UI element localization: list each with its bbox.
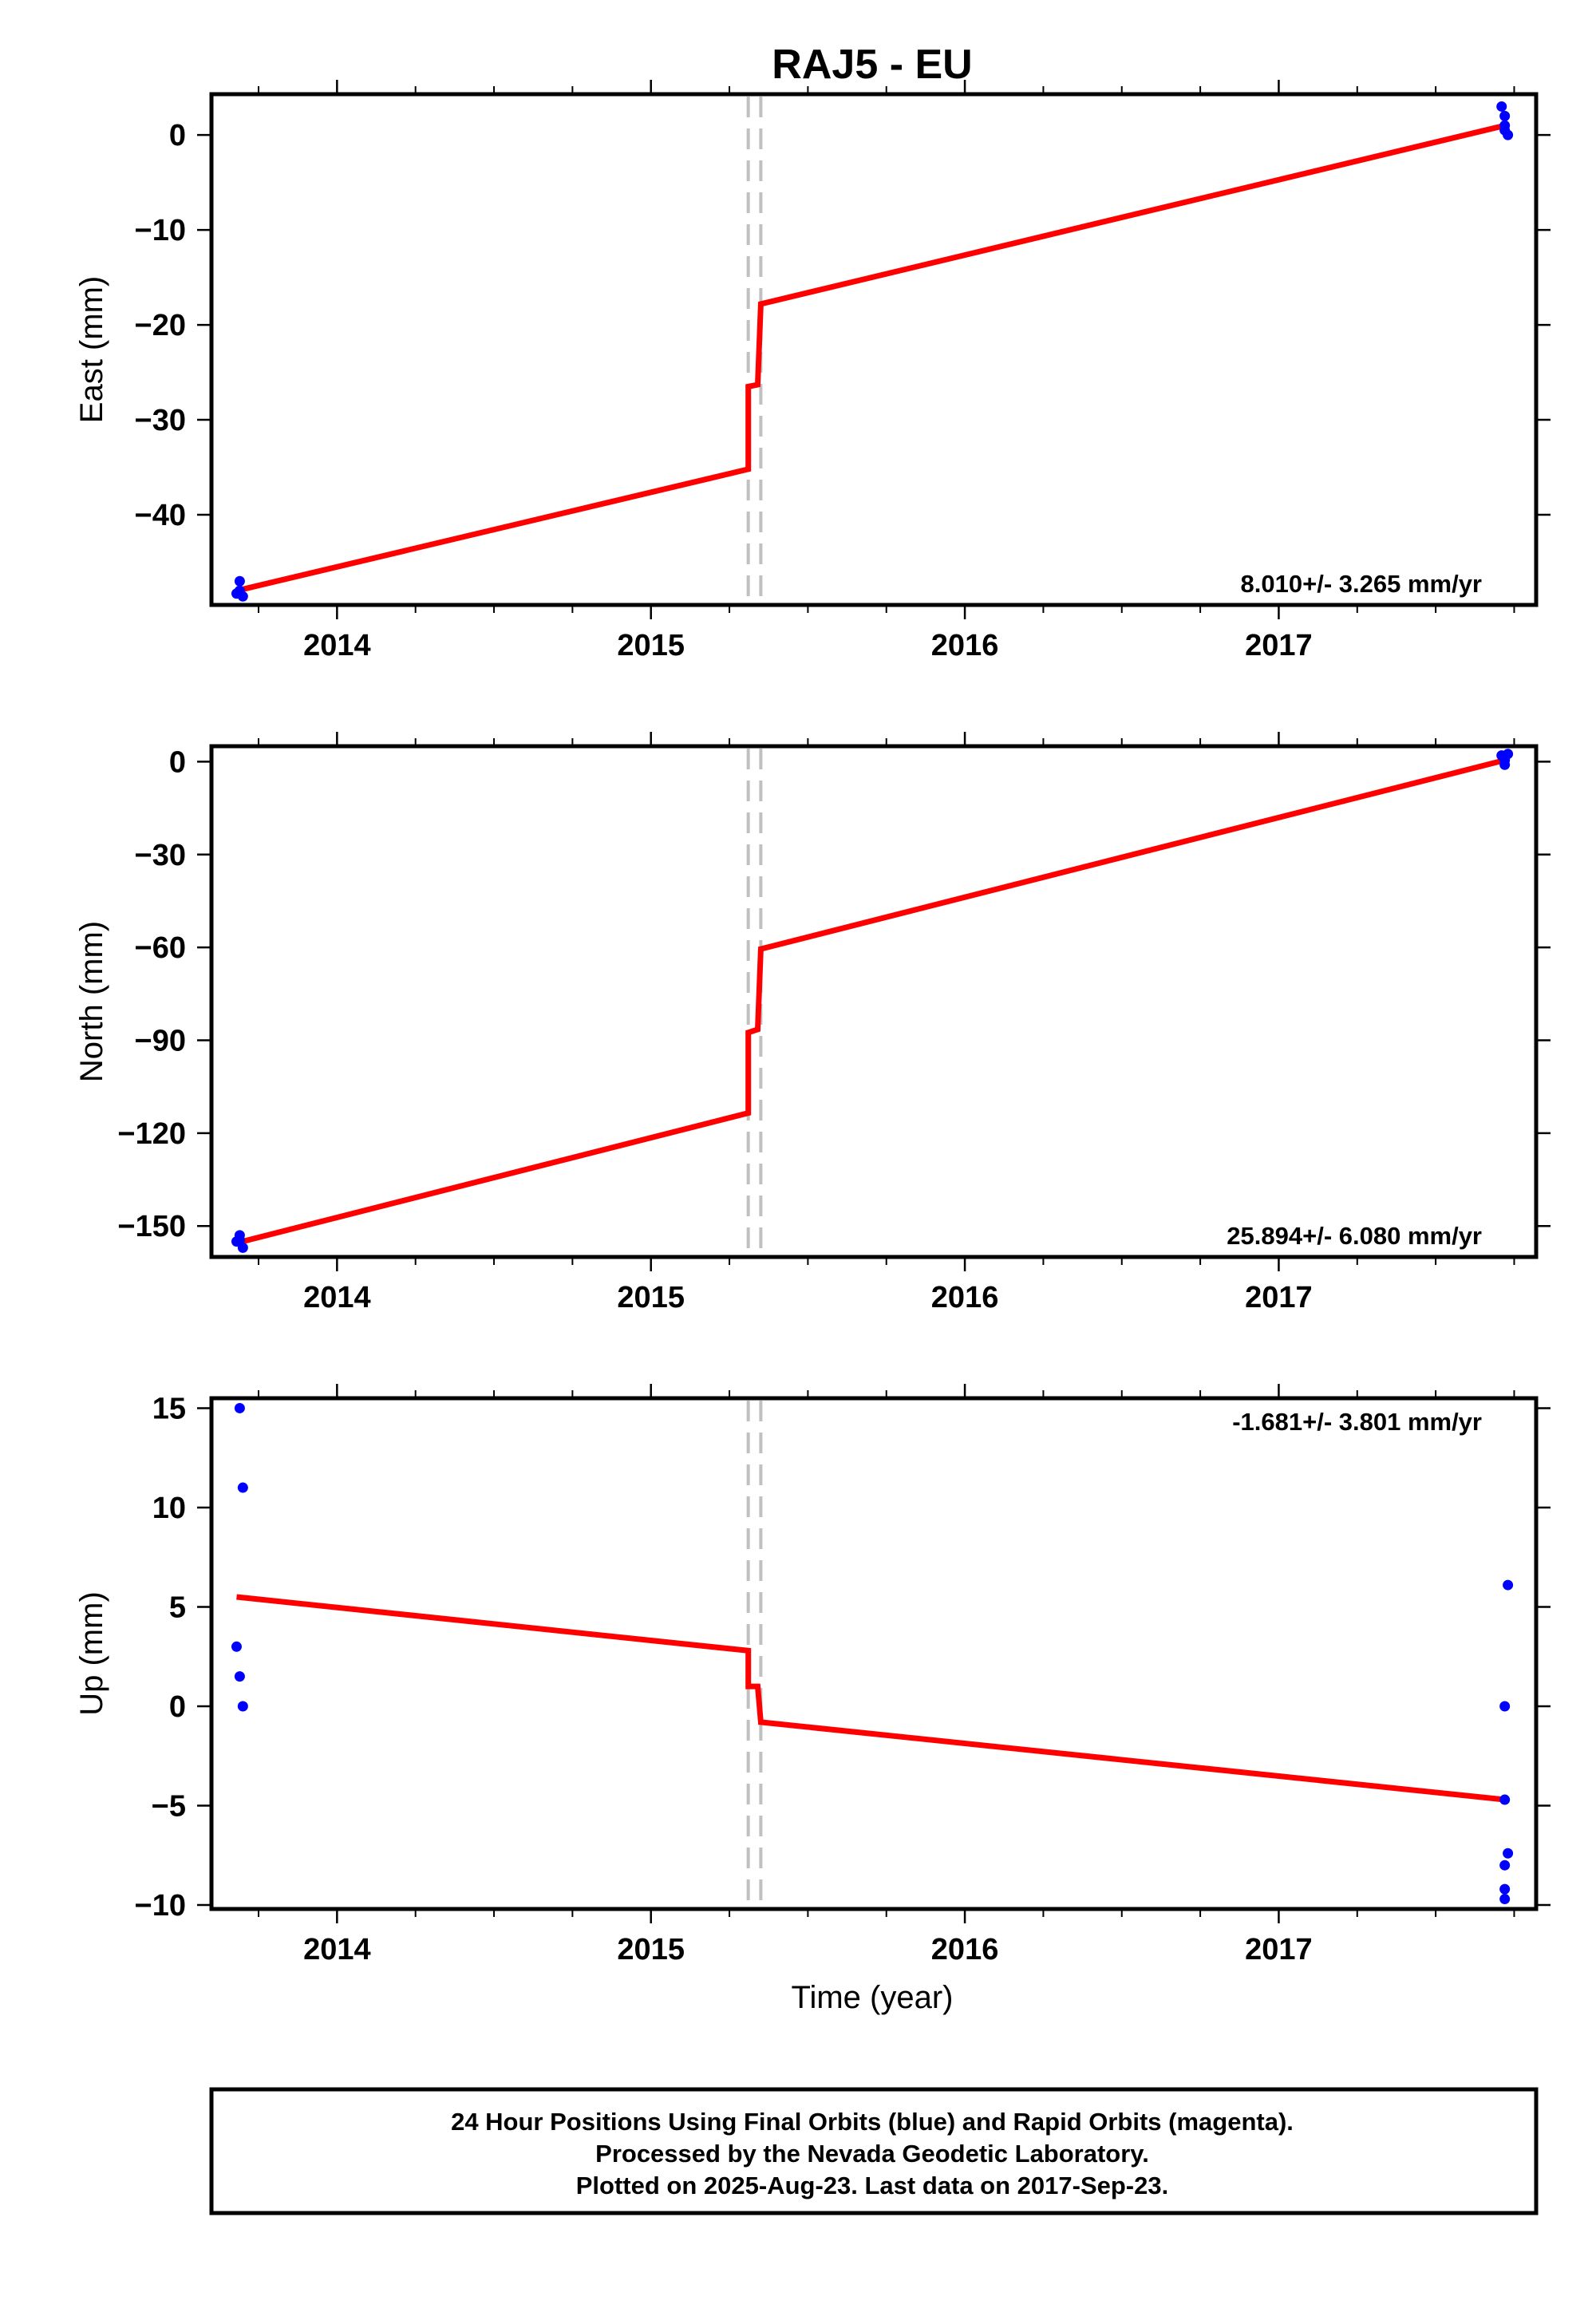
up-y-tick-label: 10 [152,1492,186,1525]
north-rate-label: 25.894+/- 6.080 mm/yr [1227,1222,1482,1250]
north-plot-frame [209,744,1539,1259]
east-y-axis-label: East (mm) [74,276,109,423]
up-data-point [234,1402,245,1413]
footer-line-3: Plotted on 2025-Aug-23. Last data on 201… [576,2172,1168,2199]
up-data-point [1499,1701,1511,1712]
footer-line-2: Processed by the Nevada Geodetic Laborat… [595,2140,1149,2168]
up-y-axis-label: Up (mm) [74,1591,109,1716]
up-data-point [1503,1579,1514,1591]
east-x-tick-label: 2017 [1245,629,1313,662]
east-y-tick-label: −40 [135,499,186,532]
north-y-tick-label: −120 [117,1117,186,1151]
up-y-tick-label: 5 [169,1591,186,1624]
up-rate-label: -1.681+/- 3.801 mm/yr [1232,1408,1482,1436]
up-data-point [237,1482,248,1493]
east-data-point [234,585,245,596]
footer-box [209,2087,1539,2215]
up-data-point [1499,1883,1511,1895]
east-x-tick-label: 2014 [303,629,371,662]
up-x-tick-label: 2015 [617,1933,685,1966]
north-panel: 2014 2015 2016 2017 0 −30 −60 −90 −120 −150 North … [74,732,1551,1314]
east-data-point [1496,101,1507,112]
north-x-tick-label: 2016 [931,1281,999,1314]
up-data-point [1499,1894,1511,1905]
north-x-tick-label: 2015 [617,1281,685,1314]
up-panel: 2014 2015 2016 2017 15 10 5 0 −5 −10 Up (mm) -1.681… [74,1384,1551,1966]
up-data-point [237,1701,248,1712]
north-model-line [235,757,1506,1246]
east-panel: 2014 2015 2016 2017 0 −10 −20 −30 −40 East (mm) 8.… [74,80,1551,662]
east-y-tick-label: −30 [135,404,186,437]
up-data-point [1499,1794,1511,1805]
figure-title: RAJ5 - EU [772,41,972,88]
east-plot-frame [209,92,1539,607]
x-axis-label: Time (year) [792,1980,954,2015]
up-x-tick-label: 2014 [303,1933,371,1966]
north-data-point [1499,753,1511,765]
up-data-point [234,1671,245,1682]
up-x-tick-label: 2017 [1245,1933,1313,1966]
east-y-tick-label: −20 [135,309,186,342]
up-data-point [231,1641,242,1652]
north-y-axis-label: North (mm) [74,921,109,1082]
north-y-tick-label: −30 [135,839,186,872]
east-y-tick-label: −10 [135,214,186,247]
up-data-point [1499,1860,1511,1871]
north-y-tick-label: 0 [169,745,186,779]
north-x-tick-label: 2017 [1245,1281,1313,1314]
east-model-line [235,122,1506,594]
east-rate-label: 8.010+/- 3.265 mm/yr [1241,570,1482,598]
east-y-tick-label: 0 [169,119,186,152]
north-y-tick-label: −90 [135,1024,186,1057]
up-x-tick-label: 2016 [931,1933,999,1966]
up-model-line [236,1594,1506,1803]
east-x-tick-label: 2015 [617,629,685,662]
up-y-tick-label: 15 [152,1392,186,1425]
north-data-point [234,1235,245,1246]
footer-line-1: 24 Hour Positions Using Final Orbits (bl… [451,2108,1294,2136]
up-y-tick-label: 0 [169,1690,186,1724]
east-x-tick-label: 2016 [931,629,999,662]
north-y-tick-label: −60 [135,931,186,965]
north-y-tick-label: −150 [117,1210,186,1243]
up-plot-frame [209,1396,1539,1911]
east-data-point [1499,110,1511,121]
east-data-point [234,575,245,587]
up-y-tick-label: −5 [152,1790,186,1824]
up-data-point [1503,1848,1514,1859]
north-x-tick-label: 2014 [303,1281,371,1314]
east-data-point [1503,129,1514,140]
east-data-point [1499,120,1511,131]
up-y-tick-label: −10 [135,1889,186,1923]
